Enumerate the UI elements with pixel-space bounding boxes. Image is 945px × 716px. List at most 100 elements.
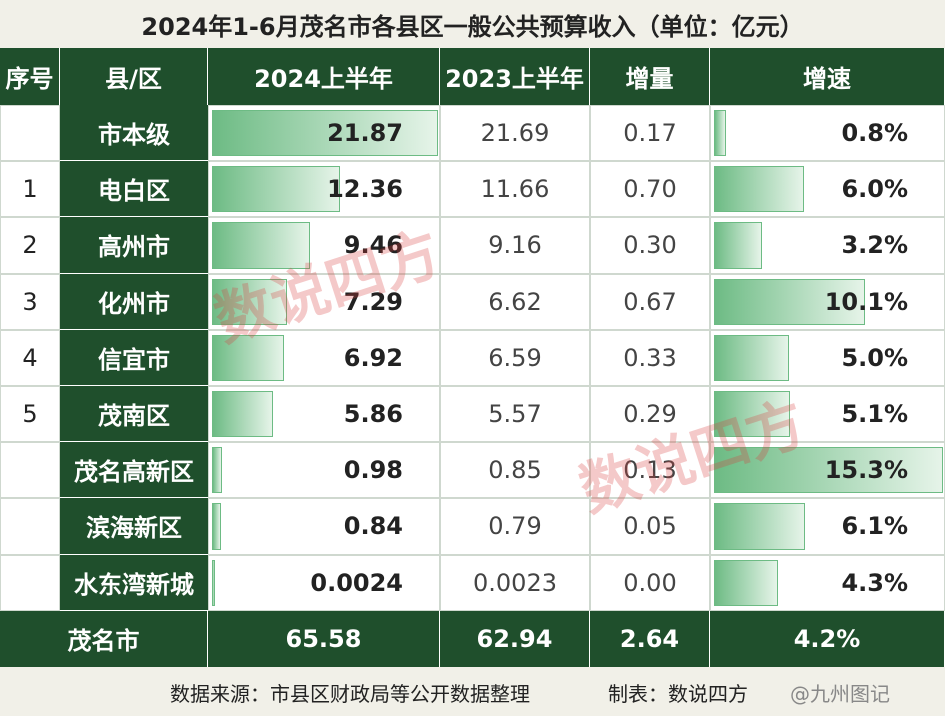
data-cell: 4.3%	[710, 554, 945, 611]
data-bar	[212, 110, 438, 157]
data-bar	[212, 391, 273, 438]
cell-text: 0.0024	[310, 568, 403, 597]
data-cell: 5.86	[208, 386, 440, 443]
cell-text: 0.70	[623, 175, 677, 204]
cell-text: 茂南区	[98, 402, 170, 431]
data-cell: 0.85	[440, 442, 590, 499]
cell-text: 0.30	[623, 231, 677, 260]
cell-text: 6.0%	[841, 175, 908, 204]
data-cell: 0.79	[440, 498, 590, 555]
cell-text: 县/区	[105, 65, 162, 93]
data-bar	[714, 166, 804, 213]
cell-text: 62.94	[476, 624, 553, 653]
cell-text: 0.05	[623, 512, 677, 541]
source: 数据来源：市县区财政局等公开数据整理	[170, 681, 530, 706]
cell-text: 5.0%	[841, 343, 908, 372]
data-cell: 6.62	[440, 273, 590, 330]
cell-text: 6.92	[343, 343, 403, 372]
cell-text: 11.66	[480, 175, 550, 204]
cell-text: 0.13	[623, 456, 677, 485]
cell-text: 0.8%	[841, 119, 908, 148]
total-cell: 茂名市	[0, 610, 208, 667]
data-cell	[0, 442, 60, 499]
county-cell: 信宜市	[60, 329, 208, 386]
cell-text: 增量	[625, 65, 674, 93]
data-bar	[714, 278, 866, 325]
data-bar	[212, 503, 221, 550]
cell-text: 0.85	[488, 456, 542, 485]
data-cell: 5.0%	[710, 329, 945, 386]
cell-text: 滨海新区	[86, 514, 182, 543]
data-bar	[714, 110, 726, 157]
data-cell: 9.46	[208, 217, 440, 274]
cell-text: 2	[22, 231, 38, 260]
cell-text: 1	[22, 175, 38, 204]
data-cell: 0.05	[590, 498, 710, 555]
cell-text: 0.29	[623, 400, 677, 429]
data-cell: 0.00	[590, 554, 710, 611]
data-cell: 10.1%	[710, 273, 945, 330]
cell-text: 21.69	[480, 119, 550, 148]
data-cell: 15.3%	[710, 442, 945, 499]
cell-text: 5.1%	[841, 400, 908, 429]
data-cell: 5.1%	[710, 386, 945, 443]
cell-text: 9.16	[488, 231, 542, 260]
cell-text: 3.2%	[841, 231, 908, 260]
cell-text: 茂名市	[67, 627, 140, 656]
data-cell: 0.33	[590, 329, 710, 386]
data-cell: 11.66	[440, 161, 590, 218]
cell-text: 9.46	[343, 231, 403, 260]
cell-text: 6.1%	[841, 512, 908, 541]
cell-text: 序号	[5, 65, 54, 93]
data-cell: 0.30	[590, 217, 710, 274]
data-bar	[714, 447, 943, 494]
header-cell: 增量	[590, 48, 710, 105]
data-cell: 0.67	[590, 273, 710, 330]
cell-text: 21.87	[327, 119, 403, 148]
cell-text: 市本级	[98, 121, 170, 150]
data-cell: 21.87	[208, 105, 440, 162]
data-bar	[714, 559, 779, 606]
data-cell: 7.29	[208, 273, 440, 330]
data-cell: 5.57	[440, 386, 590, 443]
cell-text: 增速	[803, 65, 851, 93]
header-cell: 2023上半年	[440, 48, 590, 105]
data-bar	[212, 334, 284, 381]
data-cell: 4	[0, 329, 60, 386]
data-cell	[0, 498, 60, 555]
data-cell: 0.17	[590, 105, 710, 162]
data-bar	[212, 447, 223, 494]
county-cell: 化州市	[60, 273, 208, 330]
data-bar	[212, 166, 340, 213]
data-cell: 9.16	[440, 217, 590, 274]
data-cell: 6.1%	[710, 498, 945, 555]
cell-text: 6.59	[488, 343, 542, 372]
data-bar	[212, 278, 288, 325]
cell-text: 5.86	[343, 400, 403, 429]
data-cell: 6.59	[440, 329, 590, 386]
total-cell: 62.94	[440, 610, 590, 667]
cell-text: 3	[22, 287, 38, 316]
data-bar	[714, 503, 806, 550]
cell-text: 电白区	[98, 177, 170, 206]
cell-text: 0.67	[623, 287, 677, 316]
county-cell: 水东湾新城	[60, 554, 208, 611]
cell-text: 0.17	[623, 119, 677, 148]
data-cell: 0.13	[590, 442, 710, 499]
data-cell: 0.0023	[440, 554, 590, 611]
cell-text: 0.00	[623, 568, 677, 597]
cell-text: 0.98	[343, 456, 403, 485]
data-cell: 0.8%	[710, 105, 945, 162]
cell-text: 茂名高新区	[74, 458, 194, 487]
cell-text: 化州市	[98, 289, 170, 318]
cell-text: 65.58	[285, 624, 362, 653]
county-cell: 滨海新区	[60, 498, 208, 555]
cell-text: 6.62	[488, 287, 542, 316]
data-bar	[714, 334, 789, 381]
data-bar	[714, 222, 762, 269]
cell-text: 4	[22, 343, 38, 372]
data-cell: 0.0024	[208, 554, 440, 611]
cell-text: 0.33	[623, 343, 677, 372]
header-cell: 序号	[0, 48, 60, 105]
